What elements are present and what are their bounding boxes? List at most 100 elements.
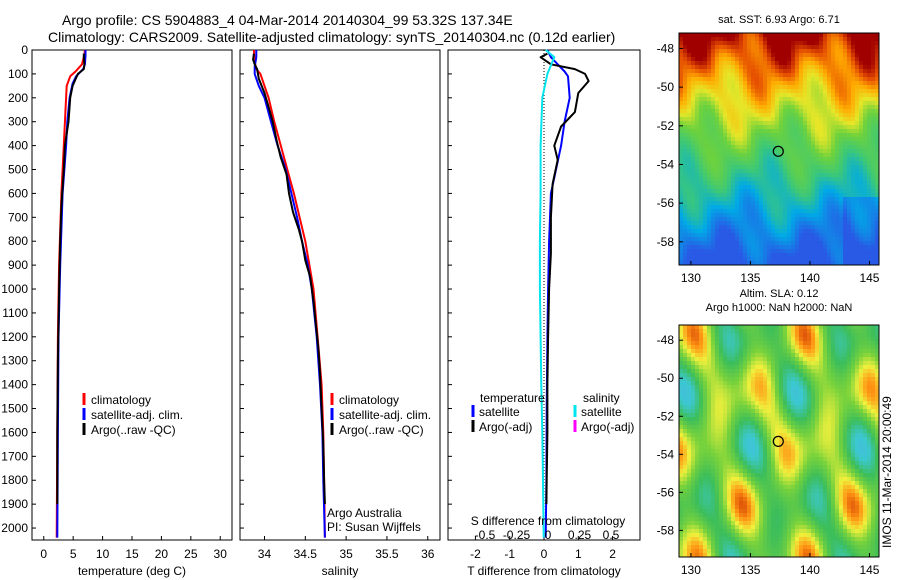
map-cell [747,377,752,382]
map-cell [751,205,756,210]
map-cell [727,129,732,134]
map-cell [791,169,796,174]
map-cell [767,233,772,238]
map-cell [875,457,880,462]
map-cell [711,417,716,422]
map-cell [779,37,784,42]
map-cell [735,173,740,178]
map-cell [851,225,856,230]
map-cell [683,241,688,246]
map-cell [707,341,712,346]
map-cell [851,369,856,374]
map-cell [711,157,716,162]
map-cell [747,129,752,134]
map-cell [771,105,776,110]
map-cell [731,401,736,406]
map-cell [871,457,876,462]
map-cell [699,329,704,334]
map-cell [679,325,684,330]
map-cell [691,89,696,94]
map-cell [767,433,772,438]
map-cell [687,197,692,202]
map-cell [843,213,848,218]
map-cell [719,213,724,218]
map-cell [767,85,772,90]
map-cell [707,201,712,206]
map-cell [747,433,752,438]
map-cell [707,425,712,430]
map-cell [835,229,840,234]
map-cell [791,193,796,198]
map-cell [847,405,852,410]
map-cell [811,45,816,50]
map-cell [743,461,748,466]
map-cell [723,425,728,430]
map-cell [695,393,700,398]
map-cell [843,125,848,130]
map-cell [747,357,752,362]
map-cell [707,137,712,142]
map-cell [775,145,780,150]
map-cell [747,397,752,402]
map-cell [863,49,868,54]
map-cell [795,97,800,102]
map-cell [875,205,880,210]
map-cell [779,433,784,438]
map-cell [827,161,832,166]
map-cell [855,89,860,94]
map-cell [827,209,832,214]
map-cell [867,189,872,194]
map-cell [751,93,756,98]
map-cell [683,97,688,102]
map-cell [807,137,812,142]
map-cell [699,461,704,466]
map-cell [787,33,792,38]
map-cell [875,377,880,382]
map-cell [827,225,832,230]
map-cell [691,473,696,478]
map-cell [739,397,744,402]
map-cell [767,337,772,342]
map-cell [807,225,812,230]
map-cell [795,93,800,98]
map-cell [787,193,792,198]
map-cell [811,405,816,410]
map-cell [835,97,840,102]
map-cell [755,121,760,126]
map-cell [715,373,720,378]
map-cell [743,469,748,474]
map-cell [803,101,808,106]
map-cell [699,393,704,398]
map-cell [799,333,804,338]
map-cell [843,81,848,86]
map-cell [875,353,880,358]
map-cell [815,189,820,194]
map-cell [743,61,748,66]
map-cell [775,153,780,158]
map-cell [871,373,876,378]
map-cell [755,57,760,62]
map-cell [843,425,848,430]
map-cell [823,185,828,190]
map-cell [755,209,760,214]
map-cell [875,169,880,174]
map-cell [711,425,716,430]
map-cell [803,33,808,38]
map-cell [827,417,832,422]
map-cell [875,357,880,362]
map-cell [691,165,696,170]
map-cell [739,369,744,374]
map-cell [871,185,876,190]
map-cell [791,197,796,202]
map-cell [803,89,808,94]
map-cell [831,449,836,454]
map-cell [779,365,784,370]
map-cell [683,205,688,210]
map-cell [823,149,828,154]
map-cell [791,465,796,470]
map-cell [831,225,836,230]
map-cell [871,233,876,238]
map-cell [763,133,768,138]
map-cell [799,345,804,350]
map-cell [759,37,764,42]
